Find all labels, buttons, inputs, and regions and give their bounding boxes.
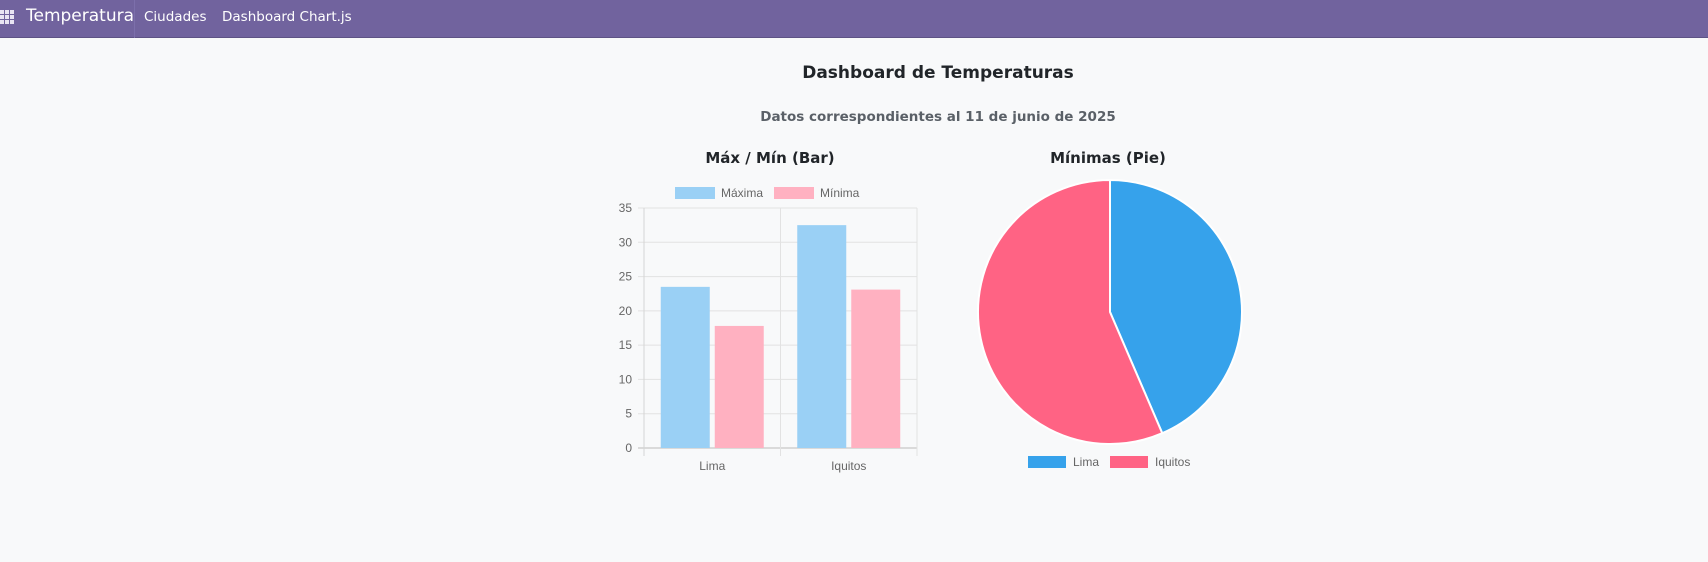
y-tick-label: 20	[619, 304, 633, 318]
bar-lima-0	[660, 286, 710, 448]
pie-legend-swatch-1	[1110, 456, 1148, 468]
bar-iquitos-0	[797, 225, 847, 448]
app-brand[interactable]: Temperatura	[26, 6, 135, 26]
legend-label-1: Mínima	[820, 186, 860, 200]
page-title: Dashboard de Temperaturas	[802, 63, 1074, 83]
nav-item-dashboard[interactable]: Dashboard Chart.js	[222, 9, 352, 25]
bar-chart-title: Máx / Mín (Bar)	[705, 149, 835, 167]
pie-chart-title: Mínimas (Pie)	[1050, 149, 1166, 167]
bar-iquitos-1	[851, 289, 901, 448]
navbar-divider	[134, 0, 135, 38]
legend-swatch-1	[774, 187, 814, 199]
top-navbar: Temperatura Ciudades Dashboard Chart.js	[0, 0, 1708, 38]
apps-menu-icon[interactable]	[0, 10, 14, 24]
pie-legend-label-1: Iquitos	[1155, 455, 1190, 469]
pie-chart: Lima Iquitos	[977, 178, 1243, 469]
y-tick-label: 15	[619, 338, 633, 352]
y-tick-label: 35	[619, 201, 633, 215]
page-subtitle: Datos correspondientes al 11 de junio de…	[760, 109, 1116, 125]
bar-lima-1	[714, 325, 764, 448]
nav-item-ciudades[interactable]: Ciudades	[144, 9, 207, 25]
bar-chart: Máxima Mínima 0 5 10 15 20 25 30 35 Lima Iquitos	[619, 186, 918, 473]
y-tick-label: 30	[619, 235, 633, 249]
pie-legend-label-0: Lima	[1073, 455, 1099, 469]
x-tick-label: Iquitos	[831, 459, 866, 473]
pie-legend-swatch-0	[1028, 456, 1066, 468]
y-tick-label: 25	[619, 270, 633, 284]
y-tick-label: 5	[625, 407, 632, 421]
legend-swatch-0	[675, 187, 715, 199]
x-tick-label: Lima	[699, 459, 725, 473]
legend-label-0: Máxima	[721, 186, 763, 200]
pie-slice-lima	[1109, 178, 1243, 435]
y-tick-label: 0	[625, 441, 632, 455]
y-tick-label: 10	[619, 372, 633, 386]
pie-slice-iquitos	[977, 178, 1164, 445]
